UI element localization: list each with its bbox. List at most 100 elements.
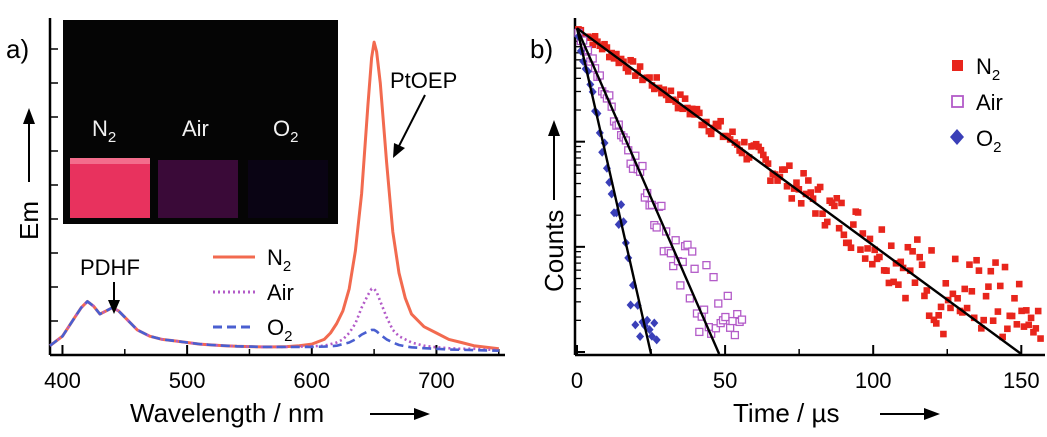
data-point-b-0 [646,74,653,81]
data-point-b-0 [930,316,938,324]
x-tick-label-a: 600 [293,368,330,393]
data-point-b-0 [605,53,613,61]
annotation-pdhf: PDHF [80,255,140,280]
data-point-b-0 [902,294,909,302]
data-point-b-0 [762,156,769,163]
data-point-b-0 [840,231,848,239]
data-point-b-0 [909,248,916,255]
data-point-b-0 [738,149,746,157]
data-point-b-1 [657,201,666,211]
inset-label-n2: N2 [92,116,116,146]
data-point-b-0 [615,59,623,67]
data-point-b-0 [982,292,990,300]
data-point-b-0 [807,189,815,196]
data-point-b-1 [652,223,661,232]
y-axis-label-b: Counts [539,210,569,292]
data-point-b-0 [677,91,684,98]
data-point-b-0 [624,68,632,75]
data-point-b-0 [861,255,869,262]
annotation-ptoep: PtOEP [390,68,457,93]
data-point-b-2 [650,318,659,328]
legend-b-label-air: Air [976,90,1003,115]
data-point-b-0 [1013,321,1021,328]
data-point-b-1 [730,330,740,340]
data-point-b-0 [1020,323,1028,330]
data-point-b-1 [676,281,685,290]
legend-a-label-o2: O2 [267,315,292,345]
data-point-b-0 [681,95,689,102]
data-point-b-0 [866,235,874,243]
data-point-b-0 [970,314,978,322]
data-point-b-0 [795,186,803,193]
data-point-b-0 [613,50,620,58]
data-point-b-0 [1027,314,1035,322]
x-tick-label-b: 50 [713,368,737,393]
data-point-b-0 [603,44,611,51]
data-point-b-1 [702,260,711,270]
data-point-b-0 [959,309,966,316]
data-point-b-0 [774,177,781,184]
x-tick-label-b: 0 [571,368,583,393]
data-point-b-0 [966,261,973,268]
inset-label-o2: O2 [273,116,298,146]
data-point-b-0 [890,278,897,286]
data-point-b-0 [935,312,942,319]
decay-plot: 0 50 100 150 [571,18,1045,393]
data-point-b-0 [975,267,983,274]
data-point-b-2 [626,300,635,310]
data-point-b-0 [928,247,935,254]
data-point-b-1 [671,236,680,245]
data-point-b-0 [598,45,606,53]
data-point-b-1 [685,294,695,303]
data-point-b-0 [963,304,971,312]
data-point-b-0 [1018,307,1025,315]
data-point-b-0 [864,245,871,252]
x-tick-label-a: 500 [169,368,206,393]
data-point-b-0 [897,258,905,266]
data-point-b-1 [721,312,730,322]
data-point-b-0 [601,40,608,48]
panel-b-label: b) [530,34,553,64]
data-point-b-0 [819,210,826,217]
data-point-b-0 [978,325,985,332]
data-point-b-1 [723,291,732,301]
data-point-b-0 [653,74,660,81]
data-point-b-0 [707,130,715,138]
data-point-b-1 [711,324,721,333]
panel-a-label: a) [6,34,29,64]
y-axis-arrow-a [23,108,35,182]
data-point-b-0 [802,190,810,198]
data-point-b-0 [797,200,805,207]
data-point-b-0 [793,179,800,186]
data-point-b-1 [638,161,647,171]
data-point-b-0 [767,177,774,184]
data-point-b-0 [745,154,753,161]
legend-a: N2 Air O2 [213,245,294,345]
data-point-b-0 [835,224,843,232]
data-point-b-0 [1037,335,1044,342]
data-point-b-0 [973,256,980,264]
x-tick-label-b: 150 [1003,368,1040,393]
data-point-b-0 [937,303,945,311]
x-axis-label-b: Time / µs [733,398,839,428]
x-axis-arrow-a [370,408,430,420]
data-point-b-2 [636,331,645,341]
data-point-b-0 [805,177,812,184]
data-point-b-0 [686,110,694,118]
data-point-b-0 [636,63,644,70]
data-point-b-0 [821,221,829,229]
data-point-b-1 [733,309,742,319]
data-point-b-0 [1008,312,1016,320]
data-point-b-0 [610,55,618,62]
data-point-b-0 [994,308,1002,315]
x-tick-label-a: 400 [44,368,81,393]
legend-b: N2 Air O2 [950,54,1003,156]
data-point-b-0 [985,283,992,290]
data-point-b-0 [895,281,902,288]
data-point-b-0 [812,210,819,217]
data-point-b-0 [876,253,883,261]
data-point-b-1 [709,272,718,282]
x-tick-label-a: 700 [418,368,455,393]
data-point-b-0 [674,104,682,112]
